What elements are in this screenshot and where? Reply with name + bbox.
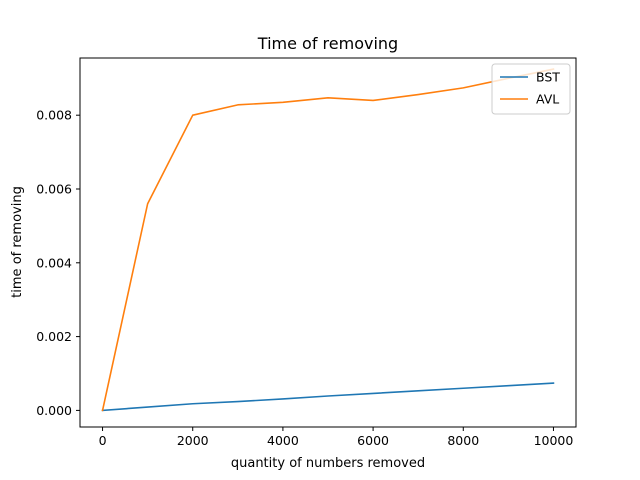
x-tick-label: 4000 — [267, 433, 299, 448]
chart-title: Time of removing — [257, 34, 398, 53]
series-layer — [101, 68, 555, 412]
x-axis-label: quantity of numbers removed — [231, 456, 425, 471]
plot-frame — [79, 57, 577, 428]
y-tick-label: 0.002 — [36, 329, 72, 344]
y-axis-ticks: 0.000 0.002 0.004 0.006 0.008 — [36, 108, 80, 418]
series-line-avl — [101, 68, 555, 412]
legend-label-avl: AVL — [536, 92, 559, 107]
y-tick-label: 0.004 — [36, 255, 72, 270]
x-tick-label: 10000 — [534, 433, 574, 448]
y-tick-label: 0.008 — [36, 108, 72, 123]
x-tick-label: 8000 — [447, 433, 479, 448]
legend-label-bst: BST — [536, 70, 560, 85]
x-tick-label: 0 — [99, 433, 107, 448]
y-tick-label: 0.000 — [36, 403, 72, 418]
x-tick-label: 6000 — [357, 433, 389, 448]
legend: BST AVL — [491, 63, 571, 115]
series-line-bst — [101, 382, 555, 412]
x-tick-label: 2000 — [177, 433, 209, 448]
y-axis-label: time of removing — [10, 186, 25, 298]
x-axis-ticks: 0 2000 4000 6000 8000 10000 — [99, 427, 574, 448]
y-tick-label: 0.006 — [36, 181, 72, 196]
